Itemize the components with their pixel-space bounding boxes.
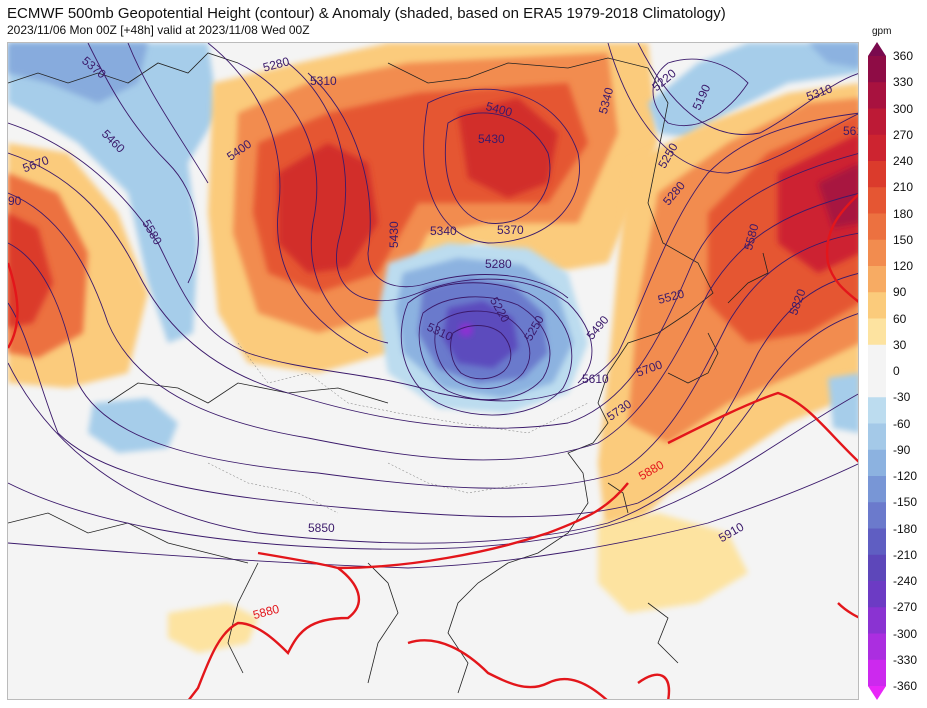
map-canvas: 5370 5280 5310 5400 5460 5670 5580 5400 … [8,43,859,699]
colorbar-segment [868,108,886,136]
colorbar-tick-label: -180 [893,521,918,536]
colorbar-unit: gpm [872,26,892,37]
positive-anomaly-india [168,603,258,653]
colorbar-segment [868,423,886,451]
colorbar-tick-label: 300 [893,101,914,116]
contour-label: 5370 [497,223,524,237]
colorbar-tick-label: -360 [893,679,918,693]
colorbar-segment [868,213,886,241]
contour-label: 5340 [596,86,617,116]
colorbar-segment [868,607,886,634]
contour-label: 5310 [310,74,337,88]
contour-5880 [8,193,858,699]
colorbar-segment [868,266,886,293]
colorbar-segment [868,161,886,188]
negative-anomaly-central-core [443,301,518,368]
height-contours [8,43,858,569]
negative-anomaly-northwest-core [8,43,148,103]
colorbar-tick-label: -30 [893,390,911,405]
colorbar-segment [868,554,886,582]
contour-label: 5880 [251,602,281,623]
negative-anomaly-northwest [8,43,218,343]
colorbar-segment [868,659,886,687]
negative-anomaly-northeast [648,43,858,138]
colorbar-tick-label: 360 [893,49,914,63]
positive-anomaly-west-pacific [598,513,748,613]
contour-label: 5580 [741,222,762,252]
coastlines [8,52,769,694]
colorbar-tick-label: 330 [893,75,914,90]
colorbar-min-arrow [868,686,886,700]
colorbar-tick-label: -150 [893,495,918,510]
colorbar-tick-label: -210 [893,547,918,562]
weather-map: 5370 5280 5310 5400 5460 5670 5580 5400 … [7,42,859,700]
colorbar-tick-label: -270 [893,600,918,615]
colorbar-segment [868,344,886,372]
colorbar-max-arrow [868,42,886,56]
colorbar-tick-label: 30 [893,337,907,352]
positive-anomaly-pacific-max [818,163,858,228]
positive-anomaly-siberia-core-east [458,98,558,198]
colorbar-segment [868,633,886,661]
colorbar-tick-label: 60 [893,311,907,326]
colorbar-tick-label: 240 [893,154,914,168]
contour-label: 561 [843,124,859,138]
colorbar-tick-label: 210 [893,180,914,195]
colorbar-segment [868,239,886,267]
colorbar-segment [868,476,886,503]
contour-label: 5430 [387,221,401,248]
colorbar-segment [868,397,886,424]
colorbar-segment [868,528,886,556]
map-subtitle: 2023/11/06 Mon 00Z [+48h] valid at 2023/… [7,23,310,37]
map-title: ECMWF 500mb Geopotential Height (contour… [7,5,726,22]
contour-label: 5610 [582,372,609,386]
contour-label: 5520 [656,286,686,307]
colorbar-tick-label: -300 [893,626,918,641]
contour-label: 90 [8,194,22,208]
colorbar-segment [868,502,886,529]
contour-label: 5850 [308,521,335,535]
positive-anomaly-siberia-core-west [278,143,378,273]
colorbar-tick-label: 90 [893,285,907,300]
colorbar-tick-label: 150 [893,232,914,247]
colorbar-tick-label: -90 [893,442,911,457]
colorbar-tick-label: -240 [893,574,918,588]
anomaly-shading [8,43,858,653]
colorbar-tick-label: -330 [893,652,918,667]
colorbar [868,42,886,700]
negative-anomaly-northeast-core [808,43,858,68]
colorbar-tick-label: 120 [893,259,914,273]
colorbar-segment [868,371,886,398]
colorbar-tick-label: 270 [893,127,914,142]
colorbar-segment [868,449,886,477]
colorbar-tick-label: 180 [893,206,914,221]
colorbar-segment [868,187,886,214]
contour-label: 5490 [584,313,612,343]
positive-anomaly-pacific-core [778,133,858,273]
colorbar-segment [868,318,886,346]
contour-label: 5400 [484,99,514,120]
contour-label: 5430 [478,132,505,146]
colorbar-segment [868,56,886,83]
contour-label: 5280 [485,257,512,271]
colorbar-tick-label: -60 [893,416,911,431]
contour-label: 5340 [430,224,457,238]
colorbar-segment [868,82,886,109]
contour-label: 5280 [261,54,291,75]
colorbar-segment [868,292,886,319]
colorbar-tick-label: 0 [893,364,900,378]
colorbar-segment [868,581,886,608]
negative-anomaly-central-min [459,323,473,337]
positive-anomaly-west-core [8,213,53,328]
colorbar-tick-label: -120 [893,469,918,483]
colorbar-segment [868,134,886,162]
negative-anomaly-central-asia [88,398,178,453]
